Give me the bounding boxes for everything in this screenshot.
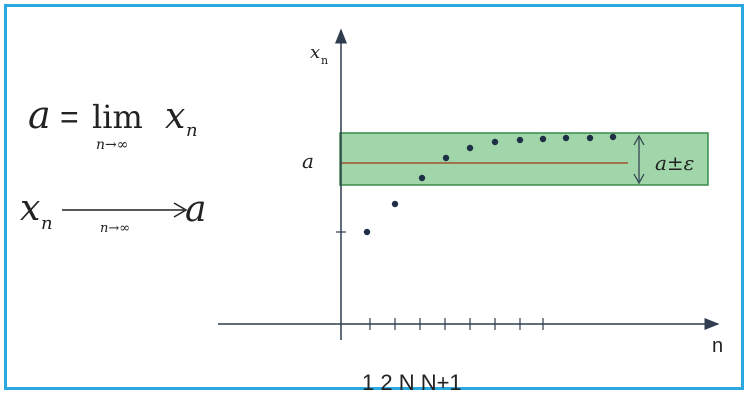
limit-lhs: a <box>28 93 51 137</box>
a-axis-label: a <box>302 149 314 173</box>
limit-under: n→∞ <box>96 137 128 153</box>
sequence-points <box>363 133 617 236</box>
sequence-point <box>516 136 524 144</box>
sequence-subscript: n <box>41 213 53 234</box>
equals-sign: = <box>60 99 79 135</box>
sequence-point <box>442 154 450 162</box>
sequence-point <box>609 133 617 141</box>
convergence-formula: x n n→∞ a <box>20 188 206 236</box>
limit-formula: a = lim x n n→∞ <box>28 93 198 153</box>
x-axis-ticks <box>369 318 544 330</box>
sequence-variable: x <box>20 188 40 229</box>
sequence-point <box>391 200 399 208</box>
epsilon-band <box>339 132 709 186</box>
band-bracket <box>633 134 645 185</box>
sequence-point <box>586 134 594 142</box>
tick-labels: 1 2 N N+1 <box>362 370 462 395</box>
diagram-frame <box>4 4 744 390</box>
y-axis-label-sub: n <box>321 54 328 67</box>
lim-operator: lim <box>92 98 143 136</box>
sequence-point <box>562 134 570 142</box>
convergence-target: a <box>185 189 206 230</box>
sequence-point <box>466 144 474 152</box>
convergence-arrowhead <box>173 202 188 218</box>
sequence-point <box>539 135 547 143</box>
x-axis-label: n <box>712 335 723 357</box>
sequence-point <box>491 138 499 146</box>
band-label: a±ε <box>655 151 694 175</box>
limit-variable: x <box>165 96 185 137</box>
y-axis-label: x <box>310 42 320 63</box>
convergence-under: n→∞ <box>100 221 130 236</box>
sequence-point <box>363 228 371 236</box>
limit-subscript: n <box>186 120 198 141</box>
sequence-point <box>418 174 426 182</box>
